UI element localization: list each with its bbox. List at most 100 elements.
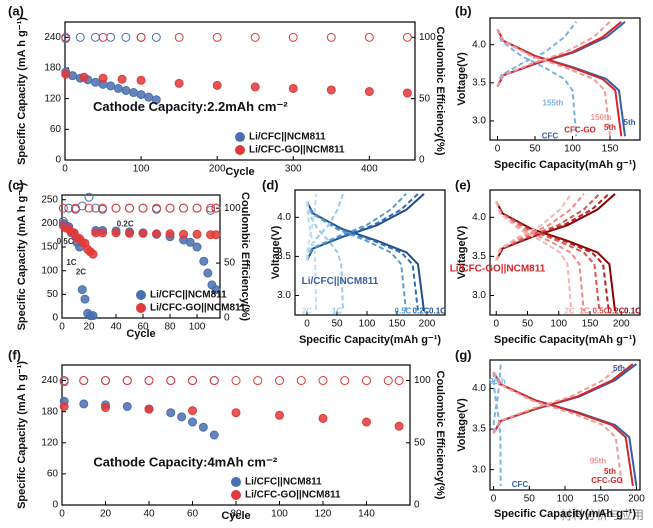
y-tick-label: 180: [41, 406, 58, 417]
efficiency-point: [77, 201, 87, 211]
x-tick-label: 50: [331, 319, 343, 330]
capacity-point: [106, 81, 116, 91]
legend-marker: [235, 145, 245, 155]
y-tick-label: 4.0: [472, 383, 486, 394]
efficiency-point: [340, 376, 350, 386]
efficiency-point: [174, 32, 184, 42]
efficiency-point: [111, 203, 121, 213]
x-tick-label: 100: [550, 319, 567, 330]
capacity-point: [231, 408, 241, 418]
curve-annotation: 2C: [564, 306, 574, 315]
efficiency-point: [209, 376, 219, 386]
curve-annotation: CFC: [512, 480, 529, 489]
panel-label: (e): [455, 177, 471, 192]
efficiency-point: [61, 32, 71, 42]
efficiency-point: [179, 203, 189, 213]
efficiency-point: [211, 203, 221, 213]
y-tick-label: 240: [44, 32, 61, 43]
x-tick-label: 50: [529, 144, 541, 155]
panel-label: (g): [455, 347, 472, 362]
efficiency-point: [64, 203, 74, 213]
capacity-point: [188, 417, 197, 427]
legend-marker: [136, 290, 146, 300]
voltage-curve: [495, 193, 601, 261]
y-tick-label: 60: [50, 124, 62, 135]
y-tick-label: 100: [41, 265, 58, 276]
x-axis-label: Specific Capacity(mAh g⁻¹): [494, 159, 636, 171]
efficiency-point: [121, 32, 131, 42]
capacity-point: [177, 412, 187, 422]
efficiency-point: [125, 203, 135, 213]
legend-label: Li/CFC||NCM811: [249, 132, 326, 143]
capacity-point: [136, 75, 146, 85]
y-tick-label: 0: [52, 313, 58, 324]
curve-annotation: 5th: [613, 364, 625, 373]
efficiency-point: [151, 32, 161, 42]
efficiency-point: [98, 32, 108, 42]
voltage-curve: [492, 363, 623, 434]
y-tick-label: 4.0: [472, 212, 486, 223]
y2-tick-label: 100: [419, 32, 436, 43]
y-tick-label: 3.0: [472, 290, 486, 301]
plot-frame: [64, 21, 416, 161]
capacity-point: [199, 256, 209, 266]
y2-axis-label: Coulombic Efficiency(%): [434, 27, 446, 156]
capacity-point: [192, 229, 202, 239]
x-tick-label: 0: [59, 509, 65, 520]
capacity-point: [117, 74, 127, 84]
efficiency-point: [138, 203, 148, 213]
legend-label: Li/CFC-GO||NCM811: [249, 145, 345, 156]
efficiency-point: [58, 203, 68, 213]
capacity-point: [80, 294, 90, 304]
capacity-point: [121, 85, 131, 95]
voltage-curve: [495, 193, 616, 261]
capacity-point: [402, 88, 412, 98]
x-tick-label: 120: [315, 509, 332, 520]
efficiency-point: [383, 376, 393, 386]
x-tick-label: 80: [230, 509, 242, 520]
plot-frame: [294, 189, 446, 316]
efficiency-point: [106, 32, 116, 42]
x-tick-label: 0: [59, 322, 65, 333]
efficiency-point: [402, 32, 412, 42]
capacity-point: [394, 421, 404, 431]
curve-annotation: 1C: [66, 258, 76, 267]
y-tick-label: 120: [44, 93, 61, 104]
voltage-curve: [306, 201, 425, 312]
voltage-curve: [495, 201, 616, 312]
voltage-curve: [495, 201, 601, 312]
x-tick-label: 60: [187, 509, 199, 520]
curve-annotation: 0.5C: [57, 237, 74, 246]
capacity-point: [212, 80, 222, 90]
efficiency-point: [71, 203, 81, 213]
x-tick-label: 200: [628, 494, 645, 505]
y-tick-label: 180: [44, 63, 61, 74]
y2-tick-label: 50: [419, 93, 431, 104]
x-axis-label: Cycle: [126, 328, 155, 340]
y-tick-label: 3.5: [472, 251, 486, 262]
panel-label: (a): [8, 3, 24, 18]
y-tick-label: 4.0: [472, 39, 486, 50]
efficiency-point: [288, 32, 298, 42]
voltage-curve: [492, 371, 624, 487]
capacity-point: [364, 87, 374, 97]
x-tick-label: 20: [83, 322, 95, 333]
capacity-point: [275, 410, 284, 420]
voltage-curve: [495, 201, 573, 312]
efficiency-point: [364, 32, 374, 42]
y-tick-label: 240: [41, 375, 58, 386]
efficiency-point: [318, 376, 328, 386]
voltage-curve: [492, 372, 502, 486]
voltage-curve: [492, 364, 502, 434]
x-tick-label: 20: [100, 509, 112, 520]
efficiency-point: [152, 203, 162, 213]
y2-tick-label: 0: [224, 313, 230, 324]
x-tick-label: 0: [491, 494, 497, 505]
x-tick-label: 140: [358, 509, 375, 520]
capacity-point: [79, 399, 89, 409]
efficiency-point: [212, 32, 222, 42]
capacity-point: [288, 83, 298, 93]
y-axis-label: Specific Capacity (mA h g⁻¹): [16, 17, 28, 165]
curve-annotation: CFC-GO: [564, 125, 596, 134]
efficiency-point: [326, 32, 336, 42]
